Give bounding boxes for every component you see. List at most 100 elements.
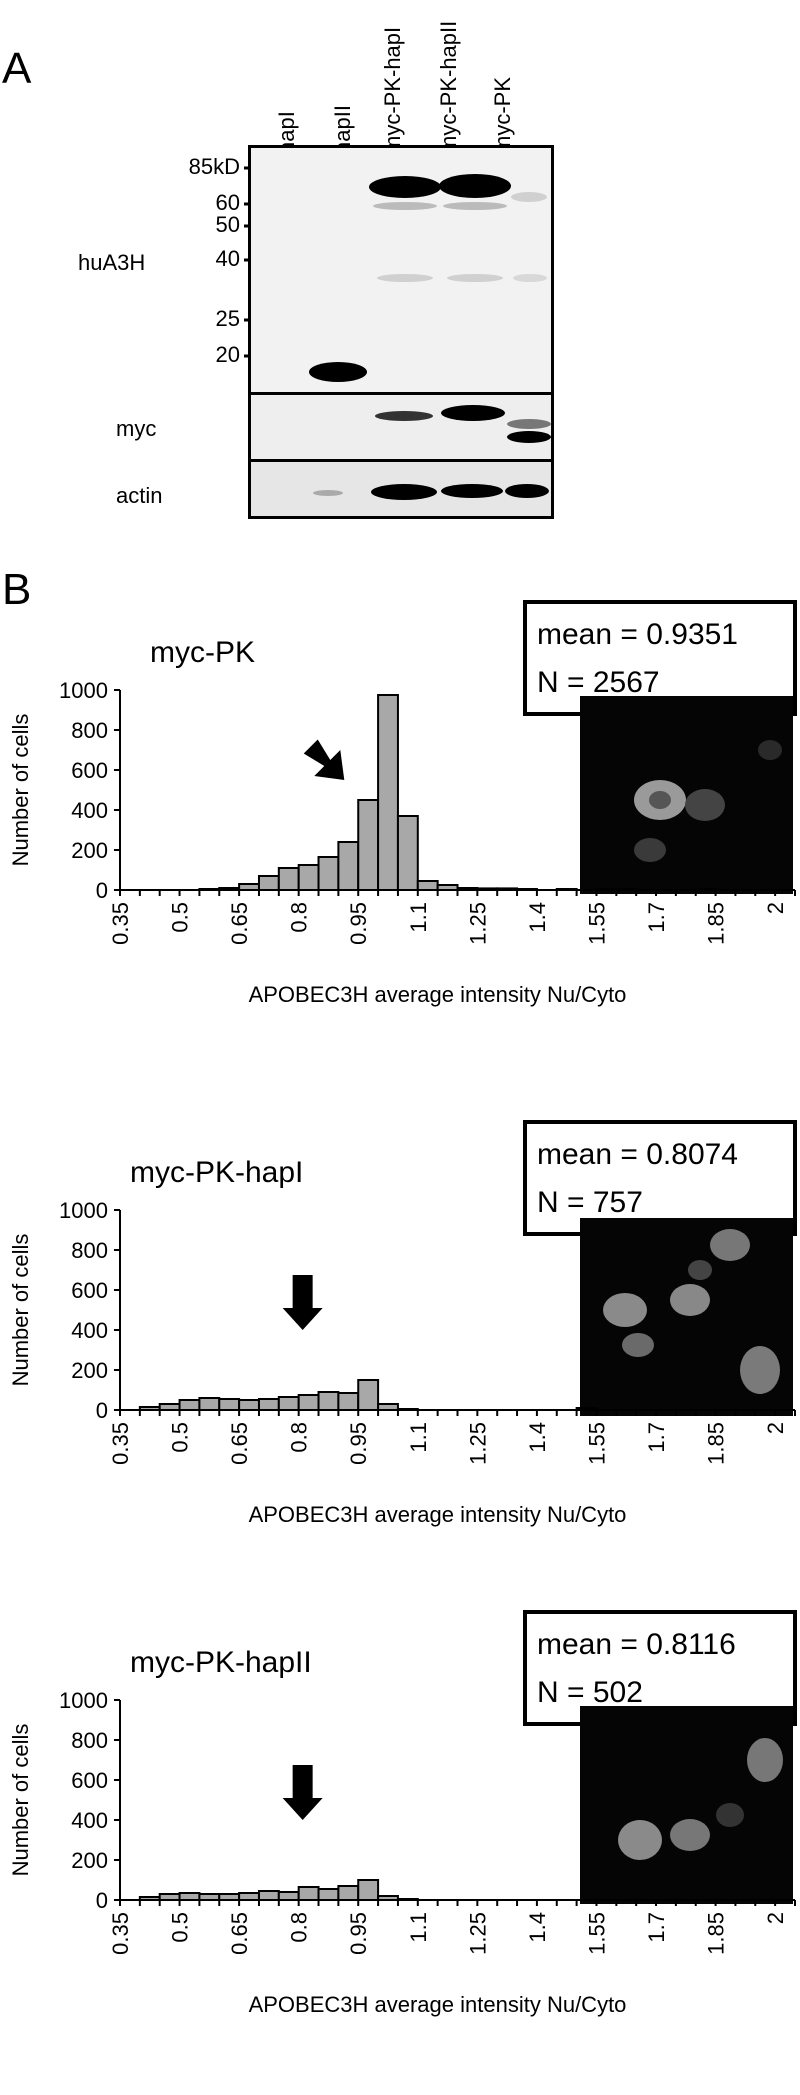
y-tick-label: 600 [71, 1278, 108, 1303]
y-tick-label: 0 [96, 878, 108, 903]
x-tick-label: 1.7 [644, 1912, 669, 1943]
x-tick-label: 0.5 [168, 1912, 193, 1943]
band [309, 362, 367, 382]
histogram-bar [297, 864, 320, 891]
stats-mean: mean = 0.8116 [537, 1628, 736, 1661]
x-axis-label: APOBEC3H average intensity Nu/Cyto [249, 1992, 627, 2017]
histogram-bar [317, 856, 340, 891]
x-axis-label: APOBEC3H average intensity Nu/Cyto [249, 1502, 627, 1527]
mw-tick-marks [244, 166, 258, 358]
blot-label-myc: myc [116, 416, 157, 441]
mw-marker-20: 20 [215, 342, 240, 367]
x-tick-label: 0.8 [287, 902, 312, 933]
histogram-bar [257, 1890, 280, 1901]
x-tick-label: 0.8 [287, 1912, 312, 1943]
mw-marker-50: 50 [215, 212, 240, 237]
band [513, 274, 547, 282]
cell-image-blob [685, 789, 725, 821]
x-tick-label: 1.7 [644, 902, 669, 933]
cell-image-blob [622, 1333, 654, 1357]
y-tick-label: 600 [71, 1768, 108, 1793]
blot-label-huA3H: huA3H [78, 250, 146, 275]
x-tick-label: 2 [763, 902, 788, 914]
band [507, 419, 551, 429]
y-tick-label: 0 [96, 1888, 108, 1913]
cell-image-blob [603, 1293, 647, 1327]
y-tick-label: 1000 [59, 1198, 108, 1223]
chart-title: myc-PK-hapII [130, 1646, 312, 1679]
mw-marker-60: 60 [215, 190, 240, 215]
histogram-bar [297, 1394, 320, 1411]
lane-label-myc-pk: myc-PK [490, 77, 515, 154]
x-tick-label: 1.85 [704, 1912, 729, 1955]
blot-huA3H [248, 145, 554, 395]
mw-marker-25: 25 [215, 306, 240, 331]
stats-mean: mean = 0.9351 [537, 618, 738, 651]
histogram-bar [396, 815, 419, 891]
chart-title: myc-PK-hapI [130, 1156, 303, 1189]
x-tick-label: 0.65 [227, 1422, 252, 1465]
cell-image-blob [670, 1819, 710, 1851]
x-tick-label: 2 [763, 1912, 788, 1924]
histogram-bar [218, 1398, 241, 1411]
band [441, 405, 505, 421]
x-tick-label: 1.1 [406, 1912, 431, 1943]
x-tick-label: 1.4 [525, 902, 550, 933]
histogram-bar [337, 841, 360, 891]
panel-b-letter: B [2, 565, 32, 614]
y-tick-label: 800 [71, 1238, 108, 1263]
blot-label-actin: actin [116, 483, 163, 508]
histogram-bar [277, 1396, 300, 1411]
cell-micrograph [580, 1706, 793, 1904]
lane-label-myc-pk-hapI: myc-PK-hapI [380, 26, 405, 154]
band [313, 490, 343, 496]
arrow-marker [282, 1765, 323, 1820]
x-tick-label: 1.55 [584, 902, 609, 945]
stats-n: N = 757 [537, 1186, 643, 1219]
histogram-bar [357, 1379, 380, 1411]
panel-a-letter: A [2, 44, 32, 93]
stats-box [523, 600, 797, 716]
histogram-bar [198, 1397, 221, 1411]
band [371, 484, 437, 500]
histogram-bar [317, 1888, 340, 1901]
stats-n: N = 502 [537, 1676, 643, 1709]
histogram-bar [357, 1879, 380, 1901]
plot-area: 0 200 400 600 800 1000 Number of cells 0.35 0.5 0… [8, 1198, 796, 1527]
y-tick-label: 200 [71, 1848, 108, 1873]
x-tick-label: 0.95 [346, 1422, 371, 1465]
y-tick-label: 1000 [59, 678, 108, 703]
stats-box [523, 1120, 797, 1236]
x-tick-label: 1.4 [525, 1912, 550, 1943]
histogram-bar [277, 867, 300, 891]
blot-actin [248, 459, 554, 519]
band [511, 192, 547, 202]
y-tick-label: 400 [71, 1808, 108, 1833]
x-tick-label: 0.5 [168, 1422, 193, 1453]
histogram-bar [257, 875, 280, 891]
histogram-bar [178, 1892, 201, 1901]
y-tick-label: 400 [71, 1318, 108, 1343]
cell-image-blob [710, 1229, 750, 1261]
y-tick-label: 600 [71, 758, 108, 783]
cell-micrograph [580, 696, 793, 894]
y-tick-label: 1000 [59, 1688, 108, 1713]
x-tick-label: 0.65 [227, 1912, 252, 1955]
arrow-marker [303, 739, 345, 780]
cell-image-blob [618, 1820, 662, 1860]
band [373, 202, 437, 210]
mw-marker-85: 85kD [188, 154, 240, 179]
mw-marker-40: 40 [215, 246, 240, 271]
x-tick-label: 1.25 [465, 902, 490, 945]
x-tick-label: 1.1 [406, 1422, 431, 1453]
cell-image-blob [670, 1284, 710, 1316]
histogram-bar [377, 694, 399, 891]
y-axis-label: Number of cells [8, 1234, 33, 1387]
x-tick-label: 0.65 [227, 902, 252, 945]
histogram-bar [238, 1399, 260, 1411]
x-tick-label: 0.8 [287, 1422, 312, 1453]
x-tick-label: 1.85 [704, 1422, 729, 1465]
arrow-marker [282, 1275, 323, 1330]
y-tick-label: 400 [71, 798, 108, 823]
x-tick-label: 2 [763, 1422, 788, 1434]
